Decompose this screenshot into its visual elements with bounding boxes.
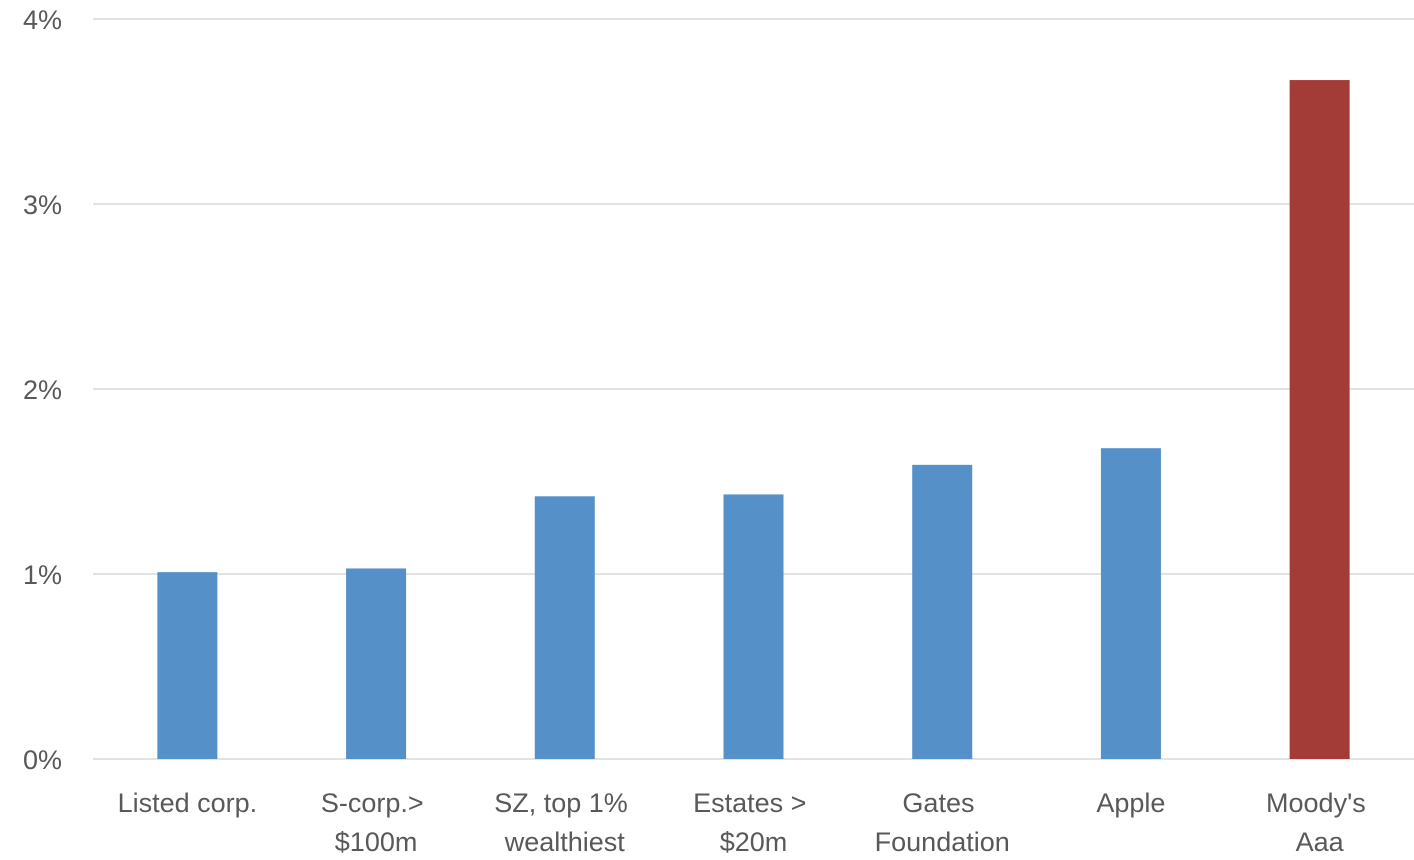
category-label-line: wealthiest bbox=[504, 827, 626, 857]
category-label-line: Foundation bbox=[875, 827, 1010, 857]
y-tick-label-2: 2% bbox=[23, 375, 62, 405]
bar-gates-foundation bbox=[912, 464, 973, 759]
y-tick-label-1: 1% bbox=[23, 560, 62, 590]
y-tick-label-0: 0% bbox=[23, 745, 62, 775]
category-label-line: Aaa bbox=[1296, 827, 1345, 857]
category-label-s-corp: S-corp.> $100m bbox=[321, 788, 431, 857]
category-label-line: Estates > bbox=[693, 788, 806, 818]
bar-s-corp bbox=[346, 568, 407, 759]
bars bbox=[157, 80, 1350, 760]
x-axis-category-labels: Listed corp. S-corp.> $100m SZ, top 1% w… bbox=[118, 788, 1373, 857]
y-axis-tick-labels: 0% 1% 2% 3% 4% bbox=[23, 5, 62, 775]
category-label-line: Gates bbox=[902, 788, 974, 818]
bar-moodys-aaa bbox=[1289, 80, 1350, 760]
category-label-line: SZ, top 1% bbox=[494, 788, 628, 818]
category-label-sz-top-1pct: SZ, top 1% wealthiest bbox=[494, 788, 635, 857]
category-label-line: $20m bbox=[720, 827, 788, 857]
category-label-line: Moody's bbox=[1266, 788, 1366, 818]
bar-sz-top-1pct bbox=[534, 496, 595, 759]
y-tick-label-3: 3% bbox=[23, 190, 62, 220]
gridlines bbox=[93, 18, 1414, 760]
category-label-line: Listed corp. bbox=[118, 788, 258, 818]
category-label-line: Apple bbox=[1096, 788, 1165, 818]
category-label-listed-corp: Listed corp. bbox=[118, 788, 258, 818]
category-label-estates: Estates > $20m bbox=[693, 788, 814, 857]
y-tick-label-4: 4% bbox=[23, 5, 62, 35]
bar-estates bbox=[723, 494, 784, 759]
category-label-apple: Apple bbox=[1096, 788, 1165, 818]
category-label-moodys-aaa: Moody's Aaa bbox=[1266, 788, 1373, 857]
category-label-line: $100m bbox=[335, 827, 418, 857]
category-label-gates-foundation: Gates Foundation bbox=[875, 788, 1010, 857]
bar-apple bbox=[1100, 448, 1161, 759]
bar-listed-corp bbox=[157, 572, 218, 759]
category-label-line: S-corp.> bbox=[321, 788, 424, 818]
